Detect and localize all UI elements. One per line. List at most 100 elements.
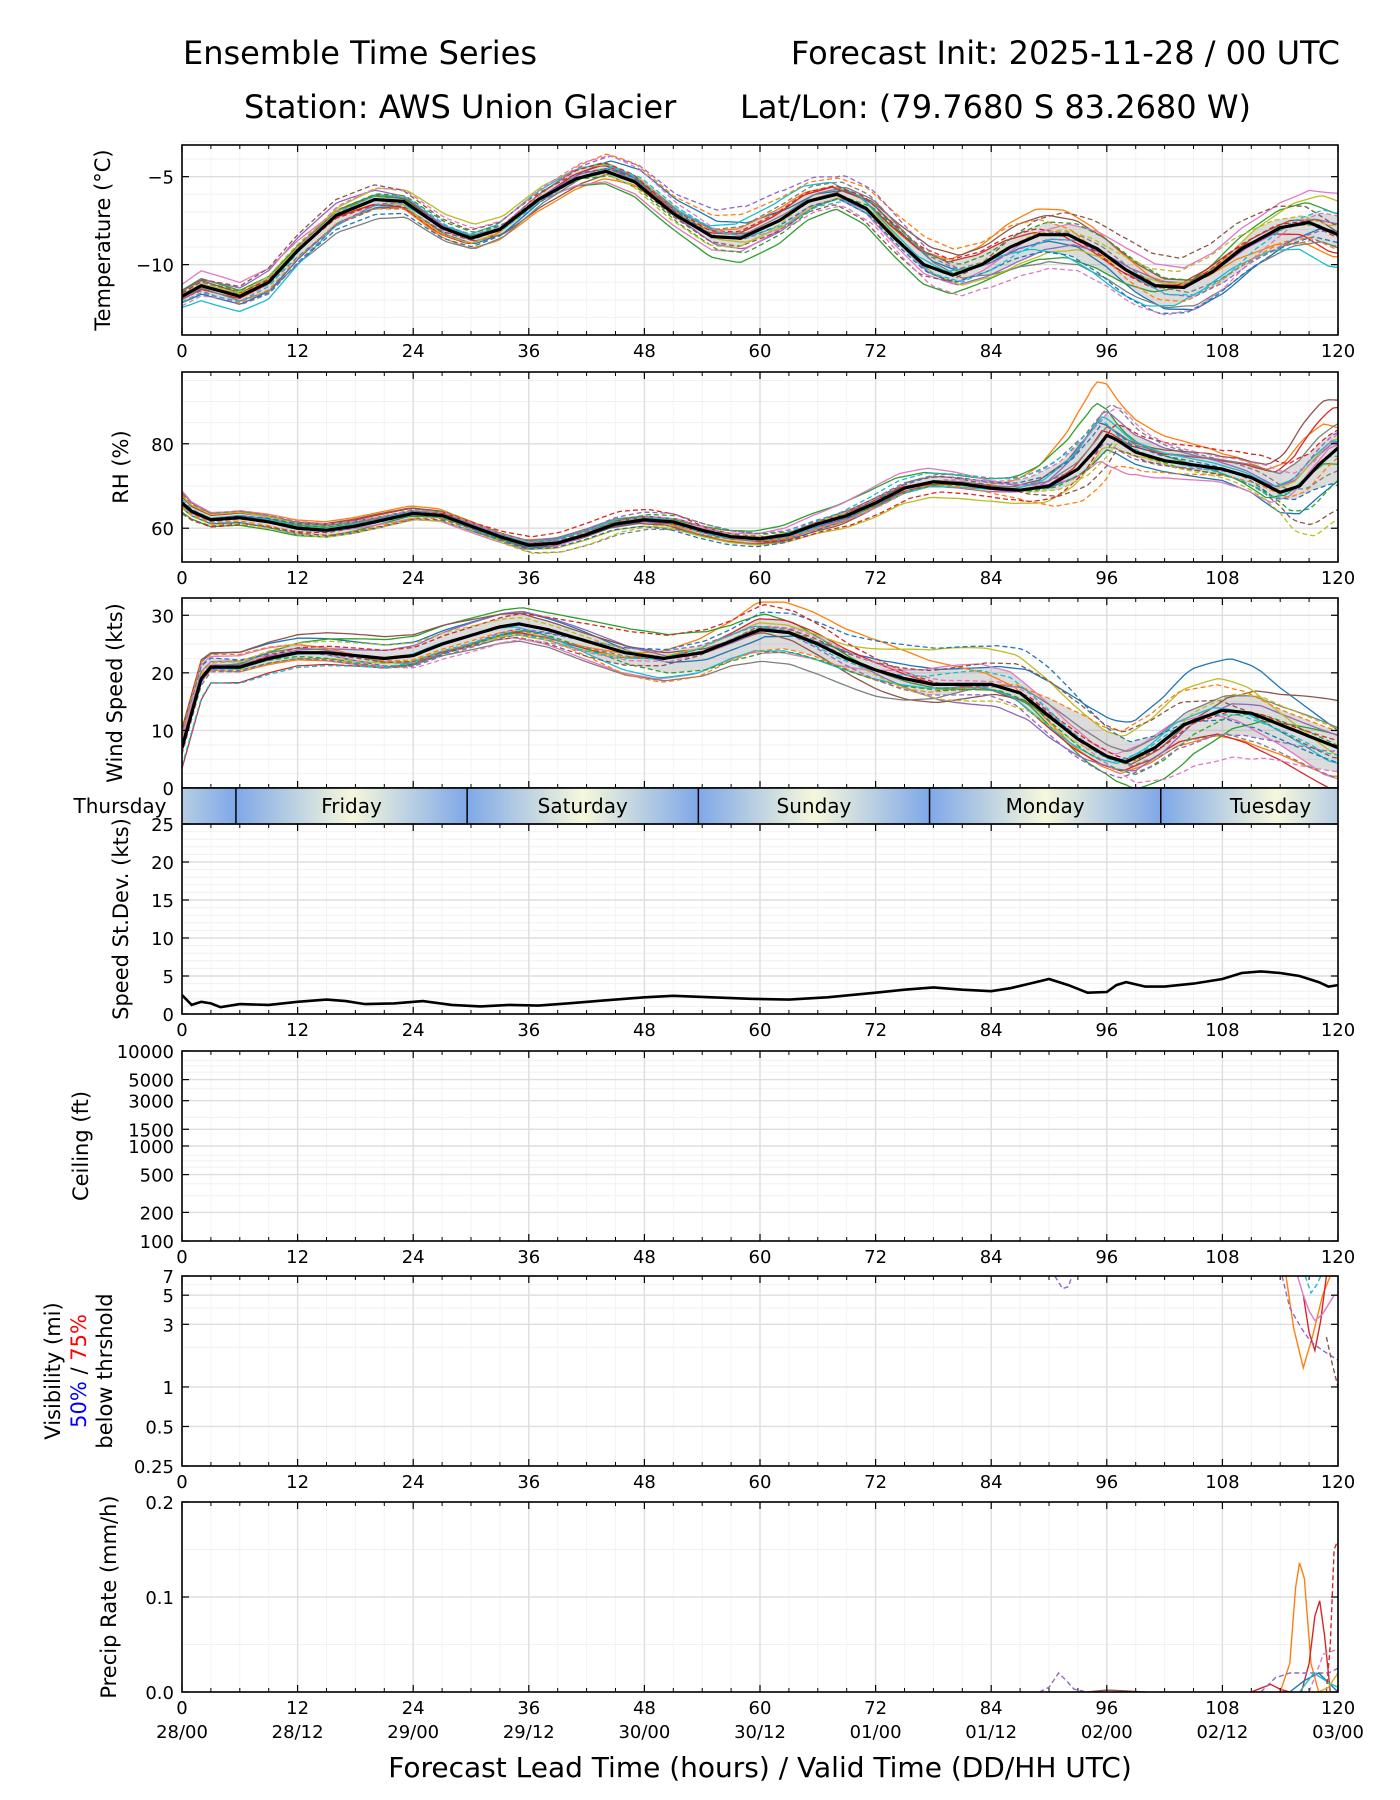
valid-time-label: 01/12 <box>965 1722 1017 1743</box>
y-axis-label: Temperature (°C) <box>91 149 115 331</box>
x-tick-label: 96 <box>1095 1020 1118 1041</box>
temperature-panel: 0 12 24 36 48 60 72 84 96 108 120 −5 −10 Temperature … <box>91 140 1355 362</box>
x-tick-label: 120 <box>1321 341 1355 362</box>
x-tick-label: 0 <box>176 1698 187 1719</box>
x-tick-label: 48 <box>633 1472 656 1493</box>
valid-time-label: 29/12 <box>503 1722 555 1743</box>
visibility-threshold-subtitle: below thrshold <box>93 1293 117 1448</box>
x-tick-label: 12 <box>286 1247 309 1268</box>
x-tick-label: 60 <box>749 1472 772 1493</box>
ensemble-member-line <box>182 403 1338 554</box>
speed-stdev-panel: 0 12 24 36 48 60 72 84 96 108 120 0 5 10 15 20 25 Speed S… <box>109 815 1355 1041</box>
x-tick-label: 12 <box>286 1472 309 1493</box>
ensemble-member-line <box>182 424 1338 543</box>
valid-time-label: 28/12 <box>272 1722 324 1743</box>
x-tick-label: 48 <box>633 568 656 589</box>
x-tick-label: 48 <box>633 341 656 362</box>
x-tick-label: 96 <box>1095 341 1118 362</box>
spread-band <box>182 614 1338 772</box>
ceiling-panel: 0 12 24 36 48 60 72 84 96 108 120 100 200 500 10001500… <box>69 1042 1355 1268</box>
ensemble-member-line <box>182 422 1338 550</box>
precip-member-line <box>1260 1667 1338 1692</box>
x-tick-label: 24 <box>402 1698 425 1719</box>
valid-time-label: 03/00 <box>1312 1722 1364 1743</box>
precip-member-line <box>1325 1539 1338 1692</box>
y-tick-label: 0.2 <box>145 1493 174 1514</box>
plot-area <box>182 153 1338 316</box>
y-tick-label: 20 <box>151 664 174 685</box>
day-label: Monday <box>1006 794 1085 818</box>
ensemble-member-line <box>182 607 1338 788</box>
visibility-member-line <box>1304 1276 1322 1295</box>
wind-speed-panel: 0 10 20 30 Wind Speed (kts) <box>103 597 1339 800</box>
ensemble-member-line <box>182 167 1338 303</box>
y-tick-label: 60 <box>151 519 174 540</box>
x-tick-label: 84 <box>980 1247 1003 1268</box>
y-axis-label: Ceiling (ft) <box>69 1091 93 1201</box>
y-tick-label: −5 <box>147 168 174 189</box>
precip-member-line <box>1279 1562 1320 1692</box>
valid-time-label: 01/00 <box>850 1722 902 1743</box>
x-tick-label: 60 <box>749 1247 772 1268</box>
pct75-label: 75% <box>67 1314 91 1361</box>
y-tick-label: 3000 <box>128 1092 174 1113</box>
precip-member-line <box>1039 1671 1088 1692</box>
x-tick-label: 72 <box>864 341 887 362</box>
y-tick-label: 15 <box>151 891 174 912</box>
plot-area <box>182 601 1338 788</box>
x-tick-label: 12 <box>286 341 309 362</box>
x-tick-label: 96 <box>1095 568 1118 589</box>
x-tick-label: 36 <box>517 1472 540 1493</box>
x-tick-label: 48 <box>633 1247 656 1268</box>
x-tick-label: 72 <box>864 1247 887 1268</box>
x-tick-label: 120 <box>1321 1472 1355 1493</box>
ensemble-member-line <box>182 168 1338 314</box>
ensemble-member-line <box>182 406 1338 544</box>
x-tick-label: 24 <box>402 341 425 362</box>
x-tick-label: 60 <box>749 568 772 589</box>
x-tick-label: 36 <box>517 568 540 589</box>
x-tick-label: 72 <box>864 568 887 589</box>
day-band <box>235 788 468 824</box>
day-band <box>698 788 930 824</box>
day-label: Saturday <box>538 794 628 818</box>
day-bands <box>182 788 1338 824</box>
valid-time-label: 29/00 <box>387 1722 439 1743</box>
y-tick-label: 20 <box>151 853 174 874</box>
ensemble-mean-line <box>182 622 1338 764</box>
day-label: Sunday <box>777 794 852 818</box>
day-band <box>1160 788 1338 824</box>
y-tick-label: 5000 <box>128 1071 174 1092</box>
ensemble-mean-line <box>182 433 1338 547</box>
visibility-threshold-label: 50% / 75% <box>67 1314 91 1428</box>
y-axis-label: Speed St.Dev. (kts) <box>109 818 133 1020</box>
visibility-member-line <box>1296 1276 1335 1322</box>
day-label: Thursday <box>73 794 167 818</box>
x-tick-label: 0 <box>176 1020 187 1041</box>
visibility-panel: 0 12 24 36 48 60 72 84 96 108 120 0.25 0.5 1 3 57 Visibi… <box>41 1267 1355 1493</box>
x-tick-label: 108 <box>1205 1247 1239 1268</box>
x-tick-label: 108 <box>1205 341 1239 362</box>
x-tick-label: 36 <box>517 1020 540 1041</box>
x-tick-label: 0 <box>176 1472 187 1493</box>
y-tick-label: 80 <box>151 435 174 456</box>
ensemble-member-line <box>182 611 1338 733</box>
pct-separator: / <box>67 1361 91 1381</box>
y-tick-label: 5 <box>163 1286 174 1307</box>
y-tick-label: 1500 <box>128 1120 174 1141</box>
y-axis-label: RH (%) <box>109 430 133 503</box>
valid-time-label: 28/00 <box>156 1722 208 1743</box>
precip-member-line <box>1289 1672 1338 1692</box>
day-of-week-strip: Thursday Friday Saturday Sunday Monday Tuesda… <box>73 787 1339 825</box>
y-tick-label: 25 <box>151 815 174 836</box>
y-tick-label: 3 <box>163 1315 174 1336</box>
x-tick-label: 72 <box>864 1472 887 1493</box>
x-tick-label: 120 <box>1321 1247 1355 1268</box>
x-tick-label: 12 <box>286 1020 309 1041</box>
precip-rate-panel: 0 12 24 36 48 60 72 84 96 108 120 0.0 0.1 0.2 Precip R… <box>97 1493 1364 1743</box>
y-tick-label: 500 <box>140 1166 174 1187</box>
y-tick-label: 7 <box>163 1267 174 1288</box>
x-tick-label: 0 <box>176 568 187 589</box>
pct50-label: 50% <box>67 1381 91 1428</box>
precip-member-line <box>1308 1648 1338 1692</box>
